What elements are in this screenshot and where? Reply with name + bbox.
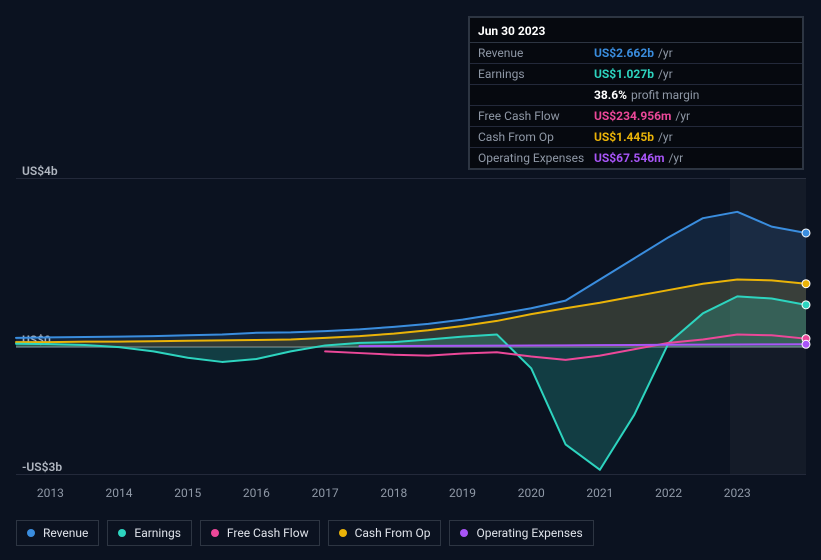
tooltip-row: Free Cash FlowUS$234.956m/yr — [470, 106, 802, 127]
legend-item[interactable]: Revenue — [16, 520, 99, 546]
x-axis-label: 2014 — [106, 486, 133, 500]
series-end-marker — [802, 280, 810, 288]
tooltip-profit-margin-label: profit margin — [631, 88, 699, 102]
legend-item[interactable]: Cash From Op — [328, 520, 442, 546]
legend-item[interactable]: Free Cash Flow — [200, 520, 320, 546]
tooltip-label: Cash From Op — [478, 130, 594, 144]
tooltip-value: US$2.662b — [594, 46, 654, 60]
x-axis-label: 2017 — [312, 486, 339, 500]
legend-label: Cash From Op — [355, 526, 431, 540]
legend-dot-icon — [27, 529, 35, 537]
tooltip-value: US$67.546m — [594, 151, 664, 165]
legend-item[interactable]: Earnings — [107, 520, 192, 546]
tooltip-profit-margin-value: 38.6% — [594, 88, 627, 102]
tooltip-label: Revenue — [478, 46, 594, 60]
x-axis-label: 2018 — [380, 486, 407, 500]
tooltip-label: Free Cash Flow — [478, 109, 594, 123]
legend-dot-icon — [118, 529, 126, 537]
tooltip-suffix: /yr — [658, 130, 673, 144]
x-axis-label: 2021 — [586, 486, 613, 500]
financials-chart: Jun 30 2023 RevenueUS$2.662b/yrEarningsU… — [0, 0, 821, 560]
tooltip-row: Cash From OpUS$1.445b/yr — [470, 127, 802, 148]
x-axis-label: 2022 — [655, 486, 682, 500]
tooltip-suffix: /yr — [668, 151, 683, 165]
y-axis-label: US$4b — [22, 164, 58, 178]
tooltip-row: EarningsUS$1.027b/yr — [470, 64, 802, 85]
x-axis-label: 2020 — [518, 486, 545, 500]
x-axis-label: 2016 — [243, 486, 270, 500]
x-axis-label: 2013 — [37, 486, 64, 500]
tooltip-row: RevenueUS$2.662b/yr — [470, 43, 802, 64]
tooltip-label: Operating Expenses — [478, 151, 594, 165]
legend-label: Earnings — [134, 526, 181, 540]
legend-label: Revenue — [43, 526, 88, 540]
tooltip-label: Earnings — [478, 67, 594, 81]
x-axis-label: 2023 — [724, 486, 751, 500]
legend-dot-icon — [460, 529, 468, 537]
tooltip-row: Operating ExpensesUS$67.546m/yr — [470, 148, 802, 168]
tooltip-suffix: /yr — [658, 67, 673, 81]
legend-dot-icon — [211, 529, 219, 537]
legend-label: Operating Expenses — [476, 526, 582, 540]
tooltip-suffix: /yr — [675, 109, 690, 123]
chart-tooltip: Jun 30 2023 RevenueUS$2.662b/yrEarningsU… — [468, 16, 804, 170]
tooltip-row: 38.6% profit margin — [470, 85, 802, 106]
legend-label: Free Cash Flow — [227, 526, 309, 540]
x-axis: 2013 2014 2015 2016 2017 2018 2019 2020 2021 2022… — [16, 486, 806, 506]
tooltip-value: US$1.445b — [594, 130, 654, 144]
plot-svg — [16, 178, 806, 474]
x-axis-label: 2015 — [174, 486, 201, 500]
legend-item[interactable]: Operating Expenses — [449, 520, 593, 546]
tooltip-suffix: /yr — [658, 46, 673, 60]
legend: Revenue Earnings Free Cash Flow Cash From O… — [16, 520, 594, 546]
gridline — [16, 474, 806, 475]
tooltip-value: US$1.027b — [594, 67, 654, 81]
series-end-marker — [802, 340, 810, 348]
legend-dot-icon — [339, 529, 347, 537]
x-axis-label: 2019 — [449, 486, 476, 500]
tooltip-value: US$234.956m — [594, 109, 671, 123]
plot-area — [16, 178, 806, 474]
series-end-marker — [802, 229, 810, 237]
tooltip-date: Jun 30 2023 — [470, 18, 802, 43]
series-end-marker — [802, 301, 810, 309]
